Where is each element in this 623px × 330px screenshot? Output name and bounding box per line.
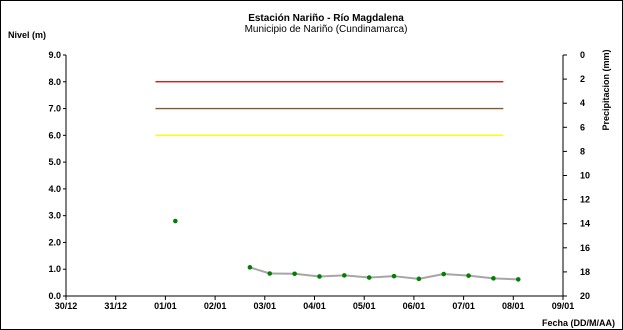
series-line-segment [468, 274, 494, 280]
y-tick-label: 1.0 [48, 264, 61, 274]
y-axis-label: Nivel (m) [8, 30, 46, 40]
y-tick-label: 2.0 [48, 237, 61, 247]
y-tick-label: 5.0 [48, 157, 61, 167]
y2-tick-label: 16 [580, 243, 590, 253]
y-tick-label: 0.0 [48, 291, 61, 301]
series-line-segment [418, 273, 444, 280]
series-line-segment [319, 274, 345, 278]
y-tick-label: 8.0 [48, 77, 61, 87]
y2-tick-label: 6 [580, 122, 585, 132]
series-line-segment [493, 277, 519, 281]
x-tick-label: 01/01 [154, 301, 177, 311]
y2-tick-label: 4 [580, 98, 585, 108]
series [173, 218, 521, 282]
chart-title: Estación Nariño - Río Magdalena [248, 13, 404, 24]
x-tick-label: 30/12 [55, 301, 78, 311]
x-tick-label: 04/01 [303, 301, 326, 311]
y-tick-label: 4.0 [48, 184, 61, 194]
chart-subtitle: Municipio de Nariño (Cundinamarca) [245, 24, 408, 35]
series-line-segment [443, 273, 469, 277]
x-tick-label: 06/01 [403, 301, 426, 311]
y2-tick-label: 8 [580, 146, 585, 156]
y2-tick-label: 2 [580, 74, 585, 84]
data-point [366, 275, 372, 280]
x-tick-label: 03/01 [254, 301, 277, 311]
data-point [292, 271, 297, 277]
data-point [267, 271, 273, 276]
series-line-segment [369, 275, 395, 279]
x-tick-label: 09/01 [552, 301, 575, 311]
y-tick-label: 3.0 [48, 211, 61, 221]
x-tick-label: 31/12 [104, 301, 127, 311]
data-point [317, 274, 322, 279]
data-point [466, 273, 471, 278]
y2-tick-label: 10 [580, 171, 590, 181]
series-line-segment [249, 266, 271, 275]
x-tick-label: 08/01 [502, 301, 525, 311]
y2-tick-label: 20 [580, 291, 590, 301]
y-tick-label: 6.0 [48, 130, 61, 140]
x-tick-label: 07/01 [452, 301, 475, 311]
series-line-segment [344, 274, 370, 279]
data-point [441, 271, 447, 277]
series-line-segment [294, 272, 320, 278]
series-line-segment [393, 275, 419, 280]
x-tick-label: 05/01 [353, 301, 376, 311]
data-point [391, 273, 397, 279]
data-point [515, 277, 521, 282]
y2-axis-label: Precipitacion (mm) [601, 49, 611, 130]
reference-lines [155, 81, 504, 136]
axes: 0.0 1.0 2.0 3.0 4.0 5.0 6.0 7.0 8.0 9.0 0 2 4 6 8 10 12 1… [48, 50, 590, 311]
x-axis-label: Fecha (DD/M/AA) [542, 318, 615, 328]
y2-tick-label: 18 [580, 267, 590, 277]
data-point [491, 276, 496, 281]
y2-tick-label: 0 [580, 50, 585, 60]
y2-tick-label: 14 [580, 219, 590, 229]
data-point [416, 276, 422, 282]
data-point [342, 273, 347, 278]
data-point [173, 218, 178, 224]
data-point [247, 265, 253, 270]
x-tick-label: 02/01 [204, 301, 227, 311]
y2-tick-label: 12 [580, 195, 590, 205]
y-tick-label: 7.0 [48, 104, 61, 114]
y-tick-label: 9.0 [48, 50, 61, 60]
